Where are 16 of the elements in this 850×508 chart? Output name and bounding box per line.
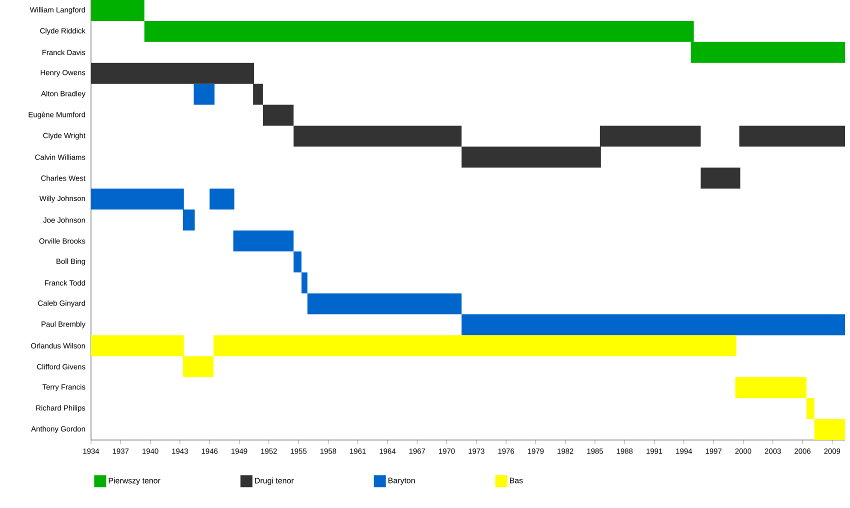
- bar: [806, 398, 814, 420]
- bar: [814, 419, 846, 440]
- bar: [91, 0, 144, 21]
- bar: [700, 168, 740, 189]
- bar: [462, 314, 846, 336]
- bar: [294, 126, 462, 147]
- bar: [194, 84, 215, 105]
- bar: [233, 230, 294, 252]
- bar: [301, 272, 308, 294]
- bar: [214, 335, 736, 356]
- bar: [294, 251, 302, 272]
- bar: [307, 293, 462, 314]
- bar: [739, 126, 846, 147]
- bar: [262, 104, 294, 126]
- bar: [735, 377, 806, 398]
- bar: [210, 188, 234, 210]
